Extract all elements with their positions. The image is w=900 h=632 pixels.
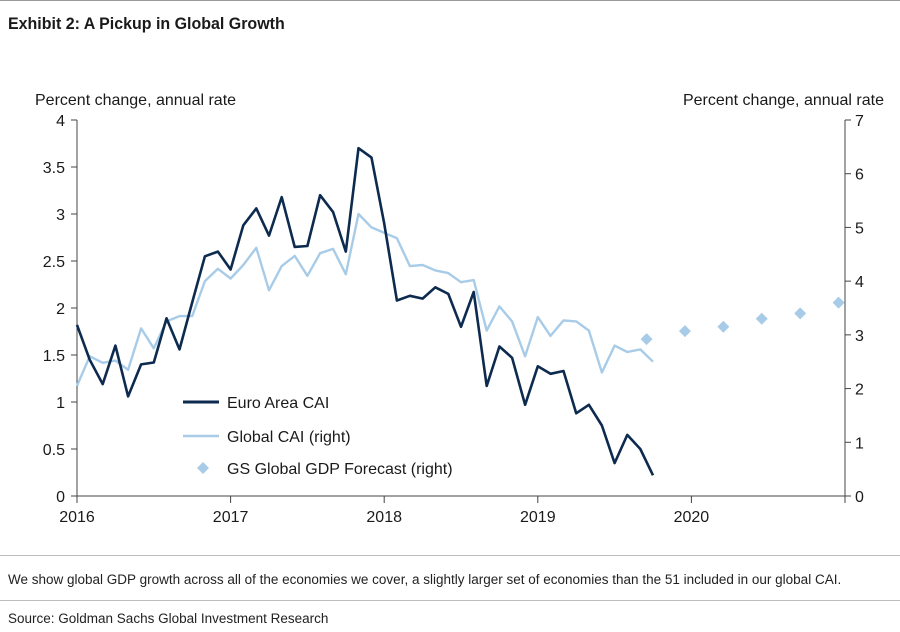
left-tick-label: 0.5 [43, 442, 65, 459]
x-tick-label: 2019 [520, 509, 556, 526]
gs-global-gdp-forecast-right-point [717, 320, 730, 333]
footnote: We show global GDP growth across all of … [8, 572, 842, 587]
series-layer [75, 146, 845, 476]
right-tick-label: 7 [855, 113, 864, 130]
left-tick-label: 3 [56, 207, 65, 224]
left-tick-label: 1 [56, 395, 65, 412]
gs-global-gdp-forecast-right-point [832, 296, 845, 309]
left-tick-label: 3.5 [43, 160, 65, 177]
gs-global-gdp-forecast-right-point [755, 312, 768, 325]
right-tick-label: 2 [855, 382, 864, 399]
left-tick-label: 4 [56, 113, 65, 130]
left-tick-label: 2.5 [43, 254, 65, 271]
left-tick-label: 2 [56, 301, 65, 318]
chart-canvas: 0 0.5 1 1.5 2 2.5 3 3.5 4 0 1 2 3 4 5 6 7 2016 2017 2018 201… [43, 113, 864, 526]
right-tick-label: 0 [855, 489, 864, 506]
euro-area-cai-line [75, 146, 655, 476]
x-tick-label: 2017 [213, 509, 249, 526]
left-axis-label: Percent change, annual rate [35, 92, 237, 109]
right-tick-label: 6 [855, 167, 864, 184]
gs-global-gdp-forecast-right-point [678, 325, 691, 338]
axes: 0 0.5 1 1.5 2 2.5 3 3.5 4 0 1 2 3 4 5 6 7 2016 2017 2018 201… [43, 113, 864, 526]
right-tick-label: 3 [855, 328, 864, 345]
footer-rule-bottom [0, 600, 900, 601]
exhibit-title: Exhibit 2: A Pickup in Global Growth [8, 14, 285, 33]
right-tick-label: 1 [855, 435, 864, 452]
right-axis-label: Percent change, annual rate [682, 92, 884, 109]
footer-rule-top [0, 555, 900, 556]
gs-global-gdp-forecast-right-point [794, 307, 807, 320]
source-line: Source: Goldman Sachs Global Investment … [8, 611, 329, 626]
left-tick-label: 0 [56, 489, 65, 506]
right-tick-label: 5 [855, 220, 864, 237]
legend-swatch-gs-global-gdp-forecast-right [197, 462, 209, 474]
x-tick-label: 2016 [59, 509, 95, 526]
right-tick-label: 4 [855, 274, 864, 291]
gs-global-gdp-forecast-right-point [640, 333, 653, 346]
global-cai-right-line [75, 212, 654, 387]
legend-label-euro-area-cai: Euro Area CAI [227, 395, 329, 412]
left-tick-label: 1.5 [43, 348, 65, 365]
legend-label-gs-global-gdp-forecast-right: GS Global GDP Forecast (right) [227, 461, 453, 478]
x-tick-label: 2018 [366, 509, 402, 526]
top-rule [0, 0, 900, 1]
legend: Euro Area CAI Global CAI (right) GS Global… [183, 395, 453, 478]
x-tick-label: 2020 [674, 509, 710, 526]
legend-label-global-cai-right: Global CAI (right) [227, 429, 351, 446]
